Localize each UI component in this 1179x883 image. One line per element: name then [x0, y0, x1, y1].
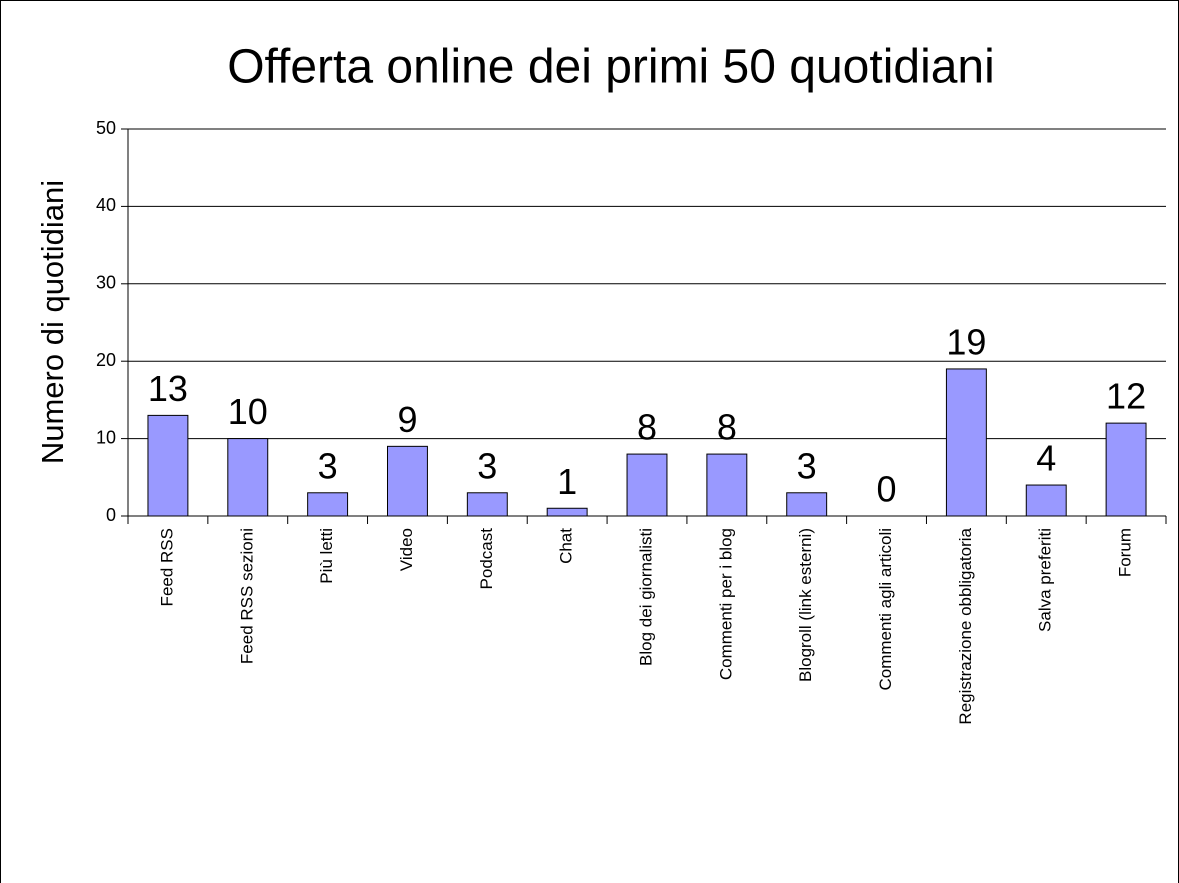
y-tick-label: 30: [96, 273, 116, 293]
bar: [945, 368, 987, 517]
data-label: 3: [318, 445, 338, 486]
y-tick-label: 10: [96, 427, 116, 447]
x-tick-label: Video: [397, 528, 416, 571]
data-label: 19: [946, 321, 986, 362]
x-tick-label: Blogroll (link esterni): [796, 528, 815, 682]
x-tick-label: Più letti: [317, 528, 336, 584]
x-tick-label: Feed RSS: [157, 528, 176, 606]
x-tick-label: Commenti per i blog: [716, 528, 735, 680]
data-label: 10: [228, 391, 268, 432]
bar: [466, 492, 508, 517]
chart-title: Offerta online dei primi 50 quotidiani: [227, 41, 995, 94]
x-tick-label: Blog dei giornalisti: [636, 528, 655, 666]
data-label: 8: [637, 407, 657, 448]
x-tick-label: Commenti agli articoli: [876, 528, 895, 691]
data-label: 3: [477, 445, 497, 486]
bar: [227, 438, 269, 517]
bar: [147, 414, 189, 517]
x-tick-label: Salva preferiti: [1036, 528, 1055, 632]
x-tick-label: Registrazione obbligatoria: [956, 527, 975, 724]
y-tick-label: 0: [106, 505, 116, 525]
x-tick-label: Feed RSS sezioni: [237, 528, 256, 664]
data-label: 4: [1036, 438, 1056, 479]
x-tick-label: Chat: [557, 528, 576, 564]
bar: [626, 453, 668, 517]
x-tick-label: Podcast: [477, 528, 496, 590]
data-label: 1: [557, 461, 577, 502]
data-label: 0: [877, 469, 897, 510]
x-tick-label: Forum: [1116, 528, 1135, 577]
data-label: 9: [397, 399, 417, 440]
bar: [706, 453, 748, 517]
y-axis-label: Numero di quotidiani: [35, 180, 70, 464]
data-label: 8: [717, 407, 737, 448]
y-tick-label: 50: [96, 118, 116, 138]
bar: [546, 507, 588, 517]
bar: [1105, 422, 1147, 517]
bar: [387, 445, 428, 517]
data-label: 12: [1106, 376, 1146, 417]
bar: [786, 492, 828, 517]
bar: [307, 492, 349, 517]
y-tick-label: 40: [96, 195, 116, 215]
data-label: 3: [797, 445, 817, 486]
data-label: 13: [148, 368, 188, 409]
y-tick-label: 20: [96, 350, 116, 370]
bar: [1025, 484, 1067, 517]
